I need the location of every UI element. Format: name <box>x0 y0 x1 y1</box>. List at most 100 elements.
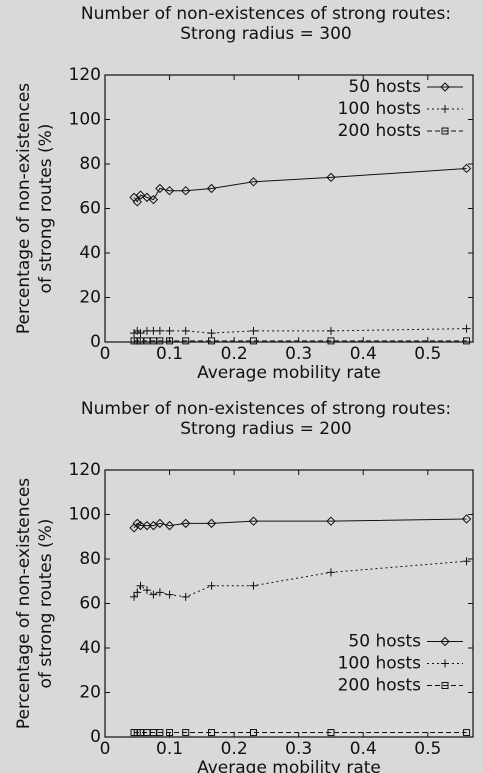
chart-subtitle: Strong radius = 200 <box>180 419 352 439</box>
x-tick-label: 0.3 <box>285 344 312 364</box>
marker <box>461 514 472 524</box>
y-tick-label: 20 <box>79 683 101 703</box>
x-tick-label: 0.4 <box>350 739 377 759</box>
y-tick-label: 100 <box>69 110 101 130</box>
x-tick-label: 0.5 <box>414 344 441 364</box>
marker <box>164 520 175 531</box>
marker <box>181 592 190 601</box>
series-line <box>133 518 467 529</box>
chart: Number of non-existences of strong route… <box>14 399 474 773</box>
marker <box>206 183 217 194</box>
marker <box>249 337 257 345</box>
marker <box>208 729 216 737</box>
marker <box>164 185 175 196</box>
marker <box>135 190 146 200</box>
marker <box>182 729 190 737</box>
marker <box>249 581 258 590</box>
marker <box>326 172 336 183</box>
y-tick-label: 80 <box>79 549 101 569</box>
y-tick-label: 0 <box>90 727 101 747</box>
x-axis-label: Average mobility rate <box>197 363 381 383</box>
marker <box>248 516 259 526</box>
marker <box>142 192 152 203</box>
marker <box>180 185 191 196</box>
y-axis-label: Percentage of non-existences <box>14 83 34 334</box>
marker <box>207 329 216 338</box>
marker <box>166 729 174 737</box>
chart-title: Number of non-existences of strong route… <box>81 399 451 419</box>
legend-marker <box>441 682 449 689</box>
legend-label: 50 hosts <box>348 77 421 97</box>
marker <box>136 581 145 590</box>
y-tick-label: 120 <box>69 65 101 85</box>
marker <box>155 518 165 529</box>
marker <box>181 326 190 335</box>
marker <box>463 337 471 345</box>
marker <box>461 163 472 174</box>
marker <box>156 337 164 345</box>
marker <box>132 197 142 207</box>
y-tick-label: 40 <box>79 243 101 263</box>
marker <box>165 590 174 599</box>
chart: Number of non-existences of strong route… <box>14 4 474 383</box>
marker <box>326 326 335 335</box>
legend-label: 200 hosts <box>338 676 422 696</box>
y-tick-label: 40 <box>79 638 101 658</box>
y-tick-label: 100 <box>69 505 101 525</box>
marker <box>326 568 335 577</box>
chart-title: Number of non-existences of strong route… <box>81 4 451 24</box>
marker <box>463 729 471 737</box>
x-tick-label: 0 <box>100 739 111 759</box>
marker <box>248 177 259 187</box>
marker <box>133 588 142 597</box>
marker <box>156 729 164 737</box>
series-line <box>133 167 467 203</box>
marker <box>326 516 336 526</box>
marker <box>165 326 174 335</box>
x-tick-label: 0.4 <box>350 344 377 364</box>
marker <box>249 729 257 737</box>
x-axis-label: Average mobility rate <box>197 758 381 773</box>
marker <box>462 324 471 333</box>
legend-marker <box>441 105 449 113</box>
legend-marker <box>440 82 450 92</box>
x-tick-label: 0.5 <box>414 739 441 759</box>
marker <box>208 337 216 345</box>
legend-label: 200 hosts <box>338 121 422 141</box>
marker <box>142 586 151 595</box>
y-axis-label: Percentage of non-existences <box>14 478 34 729</box>
marker <box>182 337 190 345</box>
y-tick-label: 120 <box>69 460 101 480</box>
x-tick-label: 0.2 <box>221 739 248 759</box>
marker <box>148 194 159 205</box>
legend-label: 100 hosts <box>338 654 422 674</box>
marker <box>462 557 471 566</box>
x-tick-label: 0.1 <box>156 739 183 759</box>
marker <box>135 520 146 531</box>
marker <box>327 337 335 345</box>
y-tick-label: 60 <box>79 199 101 219</box>
legend-label: 100 hosts <box>338 99 422 119</box>
plot-frame <box>104 469 474 738</box>
x-tick-label: 0.3 <box>285 739 312 759</box>
series-line <box>133 560 467 598</box>
y-tick-label: 60 <box>79 594 101 614</box>
y-axis-label: of strong routes (%) <box>36 124 56 294</box>
marker <box>180 518 191 529</box>
marker <box>166 337 174 345</box>
marker <box>155 588 164 597</box>
marker <box>142 520 152 531</box>
marker <box>327 729 335 737</box>
y-tick-label: 20 <box>79 288 101 308</box>
marker <box>155 326 164 335</box>
marker <box>130 592 139 601</box>
marker <box>136 329 145 338</box>
marker <box>149 590 158 599</box>
legend-marker <box>441 127 449 135</box>
x-tick-label: 0.2 <box>221 344 248 364</box>
y-tick-label: 0 <box>90 332 101 352</box>
y-tick-label: 80 <box>79 154 101 174</box>
marker <box>155 183 165 194</box>
x-tick-label: 0.1 <box>156 344 183 364</box>
